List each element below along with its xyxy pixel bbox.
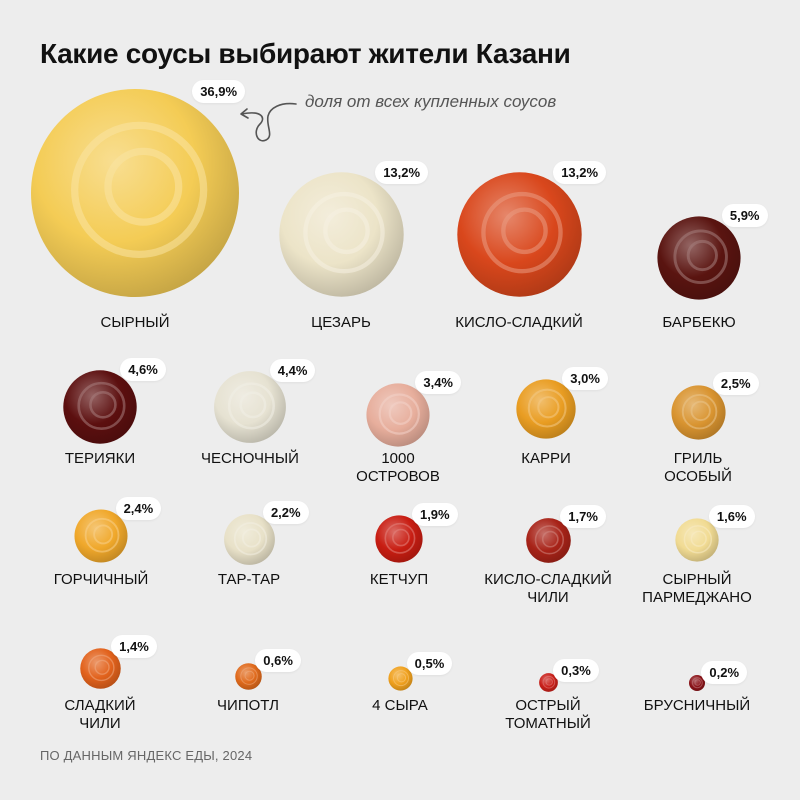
sauce-name-label: ГОРЧИЧНЫЙ [53,571,149,588]
percentage-badge: 3,0% [562,366,608,390]
sauce-blob [516,379,576,439]
percentage-badge: 0,6% [255,649,301,673]
sauce-name-label: ТЕРИЯКИ [64,450,136,467]
sauce-name-label: ГРИЛЬ ОСОБЫЙ [664,450,732,485]
percentage-badge: 1,9% [411,502,458,526]
sauce-blob [214,371,286,443]
sauce-name-label: СЫРНЫЙ ПАРМЕДЖАНО [642,571,752,606]
sauce-blob [79,647,121,689]
sauce-name-label: КЕТЧУП [369,571,429,588]
percentage-badge: 0,3% [553,659,599,683]
percentage-badge: 1,7% [560,504,606,528]
sauce-blob [670,384,726,440]
chart-title: Какие соусы выбирают жители Казани [40,38,571,69]
sauce-name-label: 4 СЫРА [372,697,428,714]
percentage-badge: 0,2% [701,661,748,685]
sauce-name-label: БАРБЕКЮ [662,314,736,331]
percentage-badge: 13,2% [375,160,429,184]
sauce-name-label: КАРРИ [521,450,571,467]
sauce-blob [387,665,413,691]
sauce-blob [366,383,430,447]
sauce-blob [525,517,571,563]
sauce-name-label: СЛАДКИЙ ЧИЛИ [64,697,136,732]
sauce-blob [223,513,275,565]
sauce-name-label: ЦЕЗАРЬ [311,314,371,331]
sauce-name-label: ЧИПОТЛ [217,697,279,714]
sauce-name-label: ОСТРЫЙ ТОМАТНЫЙ [505,697,591,732]
percentage-badge: 2,4% [115,496,162,520]
sauce-name-label: КИСЛО-СЛАДКИЙ [455,314,583,331]
curved-arrow-icon [240,102,297,142]
sauce-name-label: КИСЛО-СЛАДКИЙ ЧИЛИ [484,571,612,606]
sauce-blob [63,370,137,444]
percentage-badge: 2,5% [712,372,759,396]
sauce-blob [456,171,582,297]
sauce-blob [538,672,558,692]
sauce-blob [689,675,705,691]
percentage-badge: 36,9% [192,80,246,104]
sauce-name-label: ТАР-ТАР [217,571,281,588]
percentage-badge: 1,6% [708,505,755,529]
percentage-badge: 0,5% [406,652,453,676]
percentage-badge: 2,2% [262,500,309,524]
sauce-name-label: СЫРНЫЙ [100,314,170,331]
percentage-badge: 13,2% [553,160,607,184]
sauce-blob [375,515,423,563]
sauce-name-label: БРУСНИЧНЫЙ [643,697,751,714]
sauce-name-label: ЧЕСНОЧНЫЙ [201,450,299,467]
source-footnote: ПО ДАННЫМ ЯНДЕКС ЕДЫ, 2024 [40,748,253,763]
percentage-badge: 5,9% [721,204,768,228]
percentage-badge: 3,4% [415,371,461,394]
sauce-blob [278,171,404,297]
annotation-text: доля от всех купленных соусов [305,92,557,111]
sauce-blob [675,518,719,562]
sauce-blob [657,216,741,300]
sauce-name-label: 1000 ОСТРОВОВ [356,450,440,485]
percentage-badge: 1,4% [111,634,157,658]
sauce-blob [234,662,262,690]
percentage-badge: 4,6% [120,358,166,382]
sauce-blob [74,509,128,563]
sauce-blob [31,89,239,297]
percentage-badge: 4,4% [269,358,316,382]
